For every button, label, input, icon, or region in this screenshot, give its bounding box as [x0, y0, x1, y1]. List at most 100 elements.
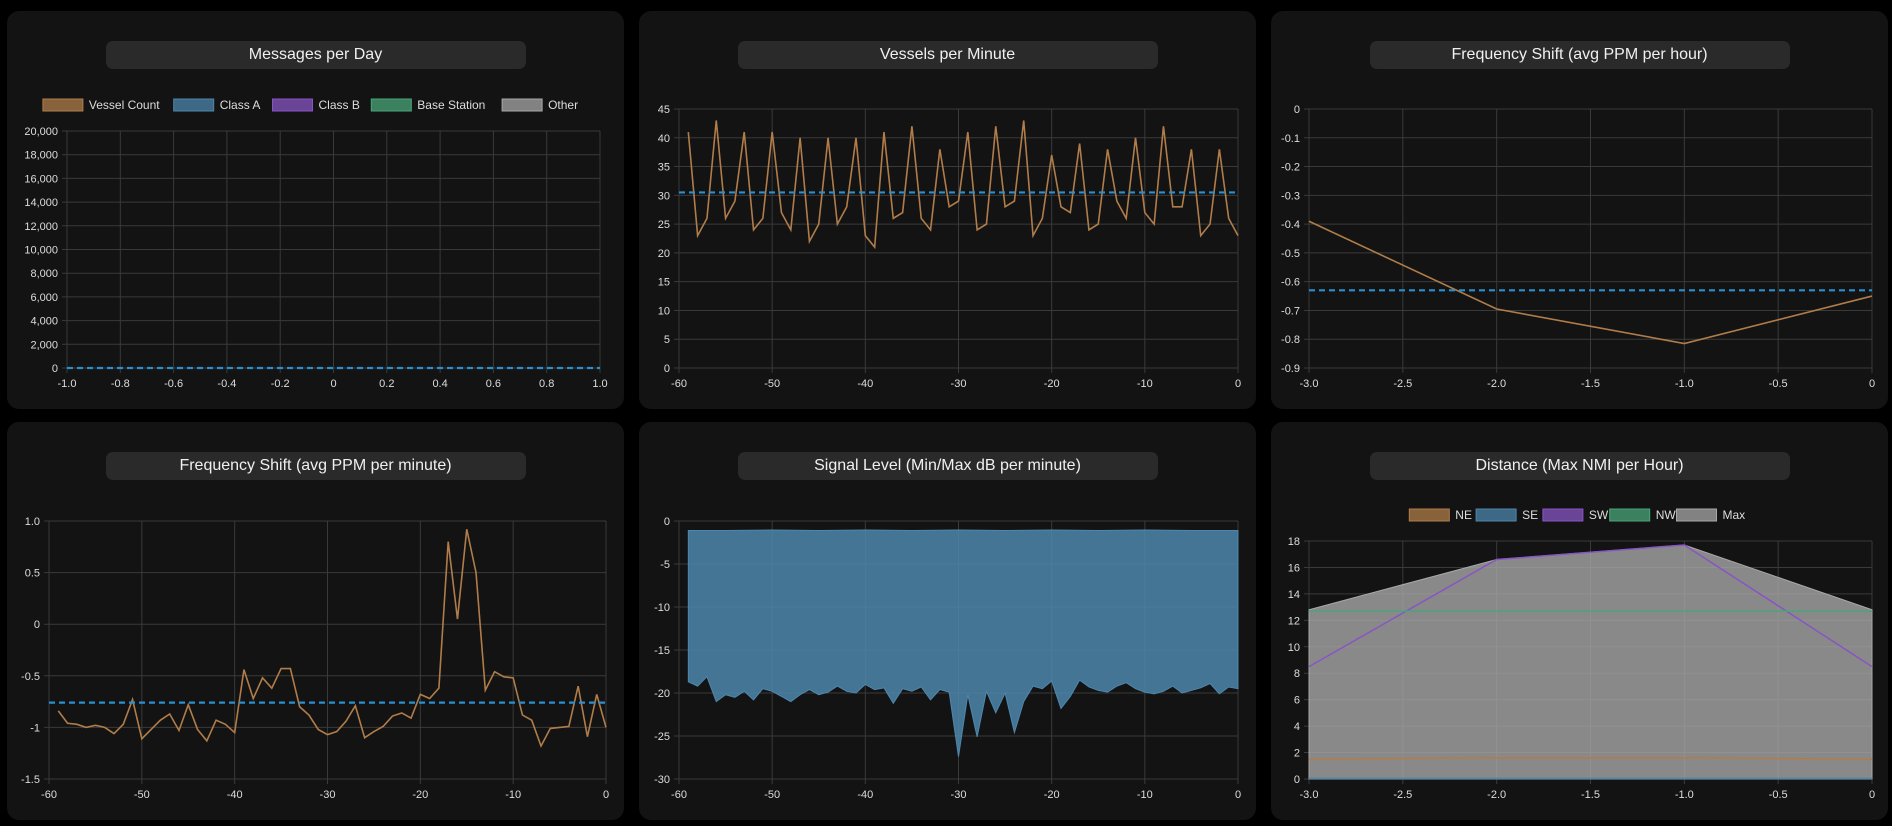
legend-swatch	[370, 98, 412, 112]
y-tick-label: 10,000	[24, 245, 58, 257]
x-tick-label: -40	[227, 789, 243, 801]
legend-swatch	[42, 98, 84, 112]
y-tick-label: -0.6	[1281, 277, 1300, 289]
x-tick-label: 0	[603, 789, 609, 801]
series-line	[687, 120, 1239, 250]
x-tick-label: -0.6	[164, 378, 183, 390]
x-tick-label: -60	[671, 789, 687, 801]
y-tick-label: 10	[658, 305, 670, 317]
legend-label: SW	[1589, 508, 1609, 522]
y-tick-label: -1.5	[21, 774, 40, 786]
y-tick-label: 25	[658, 219, 670, 231]
x-tick-label: -60	[671, 378, 687, 390]
frequency-shift-hour-card: Frequency Shift (avg PPM per hour) -3.0-…	[1271, 11, 1888, 409]
y-tick-label: -0.5	[21, 671, 40, 683]
y-tick-label: 0	[52, 363, 58, 375]
x-tick-label: 0.6	[486, 378, 501, 390]
x-tick-label: -2.5	[1393, 378, 1412, 390]
x-tick-label: 0.8	[539, 378, 554, 390]
y-tick-label: 2,000	[30, 339, 58, 351]
legend-label: Max	[1723, 508, 1746, 522]
series-line-sw	[1308, 544, 1873, 668]
y-tick-label: 18	[1288, 536, 1300, 548]
y-tick-label: 0	[664, 363, 670, 375]
legend-label: Class A	[220, 98, 261, 112]
y-tick-label: 0	[34, 619, 40, 631]
x-tick-label: -40	[857, 789, 873, 801]
y-tick-label: 16,000	[24, 173, 58, 185]
y-tick-label: -0.2	[1281, 162, 1300, 174]
y-tick-label: 0	[1294, 104, 1300, 116]
chart-svg: -60 -50 -40 -30 -20 -10 0 -1.5 -1 -0.5 0 0.5 1.0	[21, 516, 609, 801]
y-tick-label: 35	[658, 162, 670, 174]
chart-svg: -3.0 -2.5 -2.0 -1.5 -1.0 -0.5 0 -0.9 -0.8 -0.7 -0.…	[1281, 104, 1875, 390]
legend-swatch	[1542, 508, 1584, 522]
x-tick-label: -0.2	[271, 378, 290, 390]
x-tick-label: -10	[505, 789, 521, 801]
y-tick-label: 0	[664, 516, 670, 528]
legend-swatch	[1609, 508, 1651, 522]
y-tick-label: 18,000	[24, 150, 58, 162]
vessels-per-minute-card: Vessels per Minute -60 -50 -40 -30 -20 -10 0 0 5…	[639, 11, 1256, 409]
x-tick-label: -3.0	[1300, 378, 1319, 390]
x-tick-label: -0.5	[1769, 789, 1788, 801]
x-tick-label: -2.5	[1393, 789, 1412, 801]
series-line	[57, 529, 607, 748]
y-tick-label: -0.3	[1281, 190, 1300, 202]
x-tick-label: 0	[330, 378, 336, 390]
distance-card: Distance (Max NMI per Hour) -3.0 -2.5 -2.0…	[1271, 422, 1888, 820]
y-tick-label: -0.9	[1281, 363, 1300, 375]
chart-title: Frequency Shift (avg PPM per hour)	[1369, 41, 1790, 69]
x-tick-label: -30	[951, 789, 967, 801]
y-tick-label: -0.5	[1281, 248, 1300, 260]
y-tick-label: 4,000	[30, 316, 58, 328]
chart-svg: -1.0 -0.8 -0.6 -0.4 -0.2 0 0.2 0.4 0.6 0.8 1.0 0 2,0…	[24, 98, 607, 390]
x-tick-label: -10	[1137, 378, 1153, 390]
legend-label: Base Station	[417, 98, 485, 112]
series-line-ne	[1308, 757, 1873, 760]
legend-swatch	[1408, 508, 1450, 522]
y-tick-label: 12,000	[24, 221, 58, 233]
y-tick-label: 4	[1294, 721, 1300, 733]
series-line	[1308, 220, 1873, 345]
y-tick-label: 12	[1288, 615, 1300, 627]
x-tick-label: 1.0	[592, 378, 607, 390]
signal-level-card: Signal Level (Min/Max dB per minute) -60…	[639, 422, 1256, 820]
chart-svg: -3.0 -2.5 -2.0 -1.5 -1.0 -0.5 0 0 2 4 6 8 10 12 14 16 18…	[1288, 508, 1875, 801]
x-tick-label: -40	[857, 378, 873, 390]
y-tick-label: 40	[658, 133, 670, 145]
y-tick-label: -15	[654, 645, 670, 657]
y-tick-label: -1	[30, 722, 40, 734]
y-tick-label: -0.1	[1281, 133, 1300, 145]
x-tick-label: -1.0	[1675, 378, 1694, 390]
y-tick-label: 45	[658, 104, 670, 116]
x-tick-label: 0	[1235, 378, 1241, 390]
y-tick-label: -0.7	[1281, 305, 1300, 317]
y-tick-label: 15	[658, 277, 670, 289]
y-tick-label: 14	[1288, 589, 1300, 601]
y-tick-label: 14,000	[24, 197, 58, 209]
y-tick-label: 8,000	[30, 268, 58, 280]
x-tick-label: -50	[764, 789, 780, 801]
legend-swatch	[272, 98, 313, 112]
x-tick-label: -20	[412, 789, 428, 801]
x-tick-label: -1.5	[1581, 789, 1600, 801]
y-tick-label: 2	[1294, 748, 1300, 760]
x-tick-label: -0.4	[217, 378, 236, 390]
chart-svg: -60 -50 -40 -30 -20 -10 0-30-25-20-15-10-50	[654, 516, 1241, 801]
x-tick-label: -2.0	[1487, 378, 1506, 390]
legend-label: Vessel Count	[89, 98, 160, 112]
legend-label: SE	[1522, 508, 1538, 522]
x-tick-label: 0	[1869, 789, 1875, 801]
legend-swatch	[173, 98, 215, 112]
y-tick-label: 16	[1288, 562, 1300, 574]
chart-title: Messages per Day	[105, 41, 526, 69]
x-tick-label: -1.0	[58, 378, 77, 390]
y-tick-label: 6,000	[30, 292, 58, 304]
y-tick-label: -30	[654, 774, 670, 786]
messages-per-day-card: Messages per Day -1.0 -0.8 -0.6 -0.4 -0.2 0 0.…	[7, 11, 624, 409]
legend-swatch	[501, 98, 543, 112]
chart-svg: -60 -50 -40 -30 -20 -10 0 0 5 10 15 20 25 30 35 40 45	[658, 104, 1241, 390]
x-tick-label: -20	[1044, 789, 1060, 801]
y-tick-label: 5	[664, 334, 670, 346]
